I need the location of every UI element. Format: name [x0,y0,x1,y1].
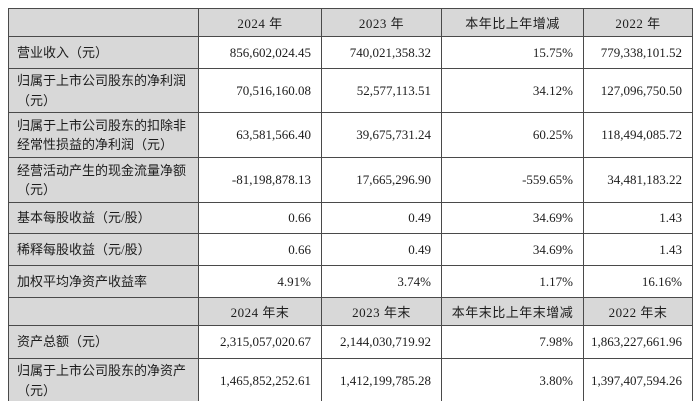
value-cell-change: 7.98% [441,325,584,359]
table-row-net-assets: 归属于上市公司股东的净资产（元） 1,465,852,252.61 1,412,… [8,358,693,401]
value-cell-2022: 1.43 [583,202,693,234]
value-cell-2023: 1,412,199,785.28 [321,358,442,401]
value-cell-change: 34.12% [441,68,584,113]
value-cell-change: -559.65% [441,157,584,203]
value-cell-change: 1.17% [441,265,584,298]
table-header-row-year-end: 2024 年末 2023 年末 本年末比上年末增减 2022 年末 [8,297,693,326]
header-cell-2023-end: 2023 年末 [321,297,442,326]
row-label: 稀释每股收益（元/股） [8,233,199,266]
value-cell-2022: 1,397,407,594.26 [583,358,693,401]
table-row-weighted-avg-roe: 加权平均净资产收益率 4.91% 3.74% 1.17% 16.16% [8,265,693,298]
value-cell-2024: 0.66 [198,233,322,266]
value-cell-2024: 63,581,566.40 [198,112,322,158]
row-label: 基本每股收益（元/股） [8,202,199,234]
header-cell-2023: 2023 年 [321,8,442,37]
row-label: 营业收入（元） [8,36,199,69]
table-row-basic-eps: 基本每股收益（元/股） 0.66 0.49 34.69% 1.43 [8,202,693,234]
value-cell-2022: 118,494,085.72 [583,112,693,158]
value-cell-change: 60.25% [441,112,584,158]
header-cell-blank [8,297,199,326]
header-cell-yoy-end-change: 本年末比上年末增减 [441,297,584,326]
value-cell-2023: 740,021,358.32 [321,36,442,69]
value-cell-change: 3.80% [441,358,584,401]
value-cell-2024: 856,602,024.45 [198,36,322,69]
value-cell-2023: 39,675,731.24 [321,112,442,158]
value-cell-2024: 4.91% [198,265,322,298]
row-label: 归属于上市公司股东的净利润（元） [8,68,199,113]
header-cell-2024-end: 2024 年末 [198,297,322,326]
value-cell-2022: 34,481,183.22 [583,157,693,203]
value-cell-2024: 2,315,057,020.67 [198,325,322,359]
value-cell-2023: 2,144,030,719.92 [321,325,442,359]
row-label: 归属于上市公司股东的净资产（元） [8,358,199,401]
row-label: 资产总额（元） [8,325,199,359]
value-cell-2022: 127,096,750.50 [583,68,693,113]
value-cell-change: 15.75% [441,36,584,69]
value-cell-2024: 0.66 [198,202,322,234]
value-cell-2022: 1,863,227,661.96 [583,325,693,359]
value-cell-change: 34.69% [441,233,584,266]
value-cell-2022: 779,338,101.52 [583,36,693,69]
row-label: 经营活动产生的现金流量净额（元） [8,157,199,203]
value-cell-2024: -81,198,878.13 [198,157,322,203]
value-cell-2023: 52,577,113.51 [321,68,442,113]
financial-summary-table: 2024 年 2023 年 本年比上年增减 2022 年 营业收入（元） 856… [8,8,693,401]
header-cell-yoy-change: 本年比上年增减 [441,8,584,37]
table-header-row-annual: 2024 年 2023 年 本年比上年增减 2022 年 [8,8,693,37]
value-cell-2023: 3.74% [321,265,442,298]
header-cell-2022-end: 2022 年末 [583,297,693,326]
table-row-net-profit: 归属于上市公司股东的净利润（元） 70,516,160.08 52,577,11… [8,68,693,113]
header-cell-2024: 2024 年 [198,8,322,37]
value-cell-change: 34.69% [441,202,584,234]
value-cell-2023: 17,665,296.90 [321,157,442,203]
row-label: 归属于上市公司股东的扣除非经常性损益的净利润（元） [8,112,199,158]
value-cell-2024: 1,465,852,252.61 [198,358,322,401]
table-row-revenue: 营业收入（元） 856,602,024.45 740,021,358.32 15… [8,36,693,69]
value-cell-2022: 1.43 [583,233,693,266]
header-cell-blank [8,8,199,37]
value-cell-2022: 16.16% [583,265,693,298]
value-cell-2023: 0.49 [321,202,442,234]
table-row-total-assets: 资产总额（元） 2,315,057,020.67 2,144,030,719.9… [8,325,693,359]
table-row-deducted-net-profit: 归属于上市公司股东的扣除非经常性损益的净利润（元） 63,581,566.40 … [8,112,693,158]
header-cell-2022: 2022 年 [583,8,693,37]
value-cell-2024: 70,516,160.08 [198,68,322,113]
row-label: 加权平均净资产收益率 [8,265,199,298]
table-row-diluted-eps: 稀释每股收益（元/股） 0.66 0.49 34.69% 1.43 [8,233,693,266]
table-row-operating-cash-flow: 经营活动产生的现金流量净额（元） -81,198,878.13 17,665,2… [8,157,693,203]
value-cell-2023: 0.49 [321,233,442,266]
